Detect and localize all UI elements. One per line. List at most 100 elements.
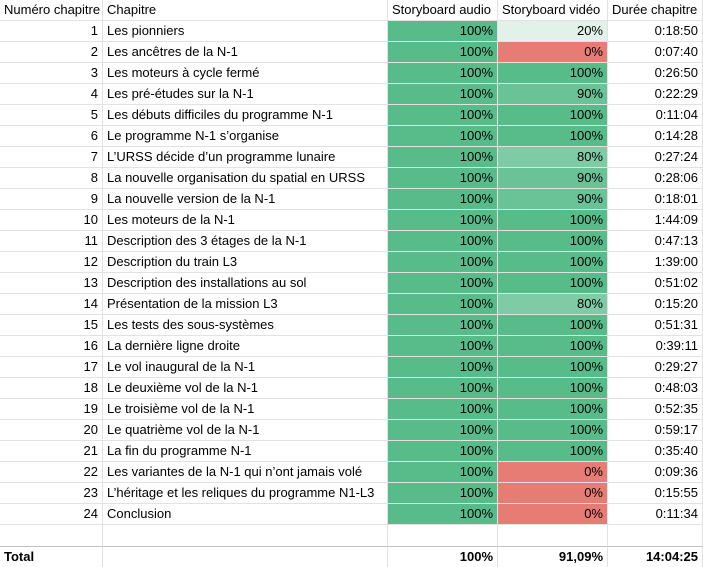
empty-cell[interactable] [0, 525, 103, 546]
storyboard-video-cell[interactable]: 100% [498, 126, 608, 147]
storyboard-audio-cell[interactable]: 100% [388, 21, 498, 42]
storyboard-video-cell[interactable]: 20% [498, 21, 608, 42]
storyboard-audio-cell[interactable]: 100% [388, 483, 498, 504]
chapter-duration-cell[interactable]: 0:28:06 [608, 168, 703, 189]
storyboard-video-cell[interactable]: 100% [498, 105, 608, 126]
storyboard-audio-cell[interactable]: 100% [388, 189, 498, 210]
chapter-title-cell[interactable]: Le programme N-1 s’organise [103, 126, 388, 147]
chapter-duration-cell[interactable]: 1:44:09 [608, 210, 703, 231]
chapter-duration-cell[interactable]: 0:51:31 [608, 315, 703, 336]
chapter-title-cell[interactable]: Le quatrième vol de la N-1 [103, 420, 388, 441]
storyboard-video-cell[interactable]: 100% [498, 273, 608, 294]
chapter-duration-cell[interactable]: 0:22:29 [608, 84, 703, 105]
chapter-title-cell[interactable]: Présentation de la mission L3 [103, 294, 388, 315]
chapter-duration-cell[interactable]: 0:09:36 [608, 462, 703, 483]
chapter-title-cell[interactable]: L’URSS décide d’un programme lunaire [103, 147, 388, 168]
chapter-title-cell[interactable]: Description des installations au sol [103, 273, 388, 294]
chapter-number-cell[interactable]: 9 [0, 189, 103, 210]
chapter-duration-cell[interactable]: 0:59:17 [608, 420, 703, 441]
storyboard-audio-cell[interactable]: 100% [388, 357, 498, 378]
chapter-number-cell[interactable]: 13 [0, 273, 103, 294]
column-header-storyboard-audio[interactable]: Storyboard audio [388, 0, 498, 21]
storyboard-audio-cell[interactable]: 100% [388, 231, 498, 252]
storyboard-video-cell[interactable]: 0% [498, 462, 608, 483]
storyboard-audio-cell[interactable]: 100% [388, 462, 498, 483]
storyboard-audio-cell[interactable]: 100% [388, 336, 498, 357]
chapter-duration-cell[interactable]: 0:27:24 [608, 147, 703, 168]
chapter-duration-cell[interactable]: 0:14:28 [608, 126, 703, 147]
column-header-numero-chapitre[interactable]: Numéro chapitre [0, 0, 103, 21]
storyboard-audio-cell[interactable]: 100% [388, 147, 498, 168]
storyboard-audio-cell[interactable]: 100% [388, 378, 498, 399]
chapter-title-cell[interactable]: Les pré-études sur la N-1 [103, 84, 388, 105]
column-header-duree-chapitre[interactable]: Durée chapitre [608, 0, 703, 21]
chapter-number-cell[interactable]: 22 [0, 462, 103, 483]
storyboard-audio-cell[interactable]: 100% [388, 315, 498, 336]
chapter-duration-cell[interactable]: 0:47:13 [608, 231, 703, 252]
chapter-title-cell[interactable]: La nouvelle version de la N-1 [103, 189, 388, 210]
chapter-duration-cell[interactable]: 0:18:01 [608, 189, 703, 210]
total-empty-cell[interactable] [103, 546, 388, 567]
chapter-duration-cell[interactable]: 0:26:50 [608, 63, 703, 84]
chapter-title-cell[interactable]: Les tests des sous-systèmes [103, 315, 388, 336]
chapter-duration-cell[interactable]: 0:52:35 [608, 399, 703, 420]
empty-cell[interactable] [498, 525, 608, 546]
chapter-number-cell[interactable]: 3 [0, 63, 103, 84]
chapter-number-cell[interactable]: 11 [0, 231, 103, 252]
chapter-title-cell[interactable]: Les moteurs à cycle fermé [103, 63, 388, 84]
chapter-title-cell[interactable]: Les variantes de la N-1 qui n’ont jamais… [103, 462, 388, 483]
total-label-cell[interactable]: Total [0, 546, 103, 567]
chapter-number-cell[interactable]: 15 [0, 315, 103, 336]
storyboard-video-cell[interactable]: 80% [498, 147, 608, 168]
chapter-title-cell[interactable]: Les débuts difficiles du programme N-1 [103, 105, 388, 126]
chapter-duration-cell[interactable]: 0:51:02 [608, 273, 703, 294]
chapter-duration-cell[interactable]: 0:39:11 [608, 336, 703, 357]
chapter-number-cell[interactable]: 24 [0, 504, 103, 525]
chapter-duration-cell[interactable]: 0:07:40 [608, 42, 703, 63]
storyboard-audio-cell[interactable]: 100% [388, 273, 498, 294]
empty-cell[interactable] [608, 525, 703, 546]
chapter-title-cell[interactable]: Les moteurs de la N-1 [103, 210, 388, 231]
storyboard-video-cell[interactable]: 100% [498, 399, 608, 420]
storyboard-audio-cell[interactable]: 100% [388, 252, 498, 273]
chapter-number-cell[interactable]: 12 [0, 252, 103, 273]
column-header-storyboard-video[interactable]: Storyboard vidéo [498, 0, 608, 21]
chapter-title-cell[interactable]: Le troisième vol de la N-1 [103, 399, 388, 420]
chapter-duration-cell[interactable]: 0:11:04 [608, 105, 703, 126]
storyboard-audio-cell[interactable]: 100% [388, 126, 498, 147]
chapter-title-cell[interactable]: L’héritage et les reliques du programme … [103, 483, 388, 504]
chapter-number-cell[interactable]: 20 [0, 420, 103, 441]
storyboard-audio-cell[interactable]: 100% [388, 42, 498, 63]
chapter-title-cell[interactable]: Les ancêtres de la N-1 [103, 42, 388, 63]
chapter-number-cell[interactable]: 10 [0, 210, 103, 231]
chapter-number-cell[interactable]: 17 [0, 357, 103, 378]
chapter-title-cell[interactable]: La fin du programme N-1 [103, 441, 388, 462]
chapter-duration-cell[interactable]: 0:18:50 [608, 21, 703, 42]
storyboard-video-cell[interactable]: 90% [498, 168, 608, 189]
storyboard-video-cell[interactable]: 90% [498, 189, 608, 210]
chapter-title-cell[interactable]: La nouvelle organisation du spatial en U… [103, 168, 388, 189]
chapter-duration-cell[interactable]: 0:29:27 [608, 357, 703, 378]
storyboard-video-cell[interactable]: 0% [498, 42, 608, 63]
chapter-number-cell[interactable]: 2 [0, 42, 103, 63]
storyboard-video-cell[interactable]: 100% [498, 315, 608, 336]
storyboard-audio-cell[interactable]: 100% [388, 420, 498, 441]
storyboard-audio-cell[interactable]: 100% [388, 105, 498, 126]
chapter-number-cell[interactable]: 4 [0, 84, 103, 105]
chapter-duration-cell[interactable]: 1:39:00 [608, 252, 703, 273]
storyboard-video-cell[interactable]: 100% [498, 378, 608, 399]
chapter-title-cell[interactable]: Description du train L3 [103, 252, 388, 273]
column-header-chapitre[interactable]: Chapitre [103, 0, 388, 21]
chapter-number-cell[interactable]: 18 [0, 378, 103, 399]
storyboard-audio-cell[interactable]: 100% [388, 504, 498, 525]
storyboard-video-cell[interactable]: 100% [498, 441, 608, 462]
storyboard-audio-cell[interactable]: 100% [388, 399, 498, 420]
chapter-number-cell[interactable]: 23 [0, 483, 103, 504]
storyboard-video-cell[interactable]: 80% [498, 294, 608, 315]
total-audio-cell[interactable]: 100% [388, 546, 498, 567]
storyboard-audio-cell[interactable]: 100% [388, 168, 498, 189]
chapter-title-cell[interactable]: Le vol inaugural de la N-1 [103, 357, 388, 378]
storyboard-video-cell[interactable]: 90% [498, 84, 608, 105]
storyboard-audio-cell[interactable]: 100% [388, 441, 498, 462]
storyboard-audio-cell[interactable]: 100% [388, 210, 498, 231]
